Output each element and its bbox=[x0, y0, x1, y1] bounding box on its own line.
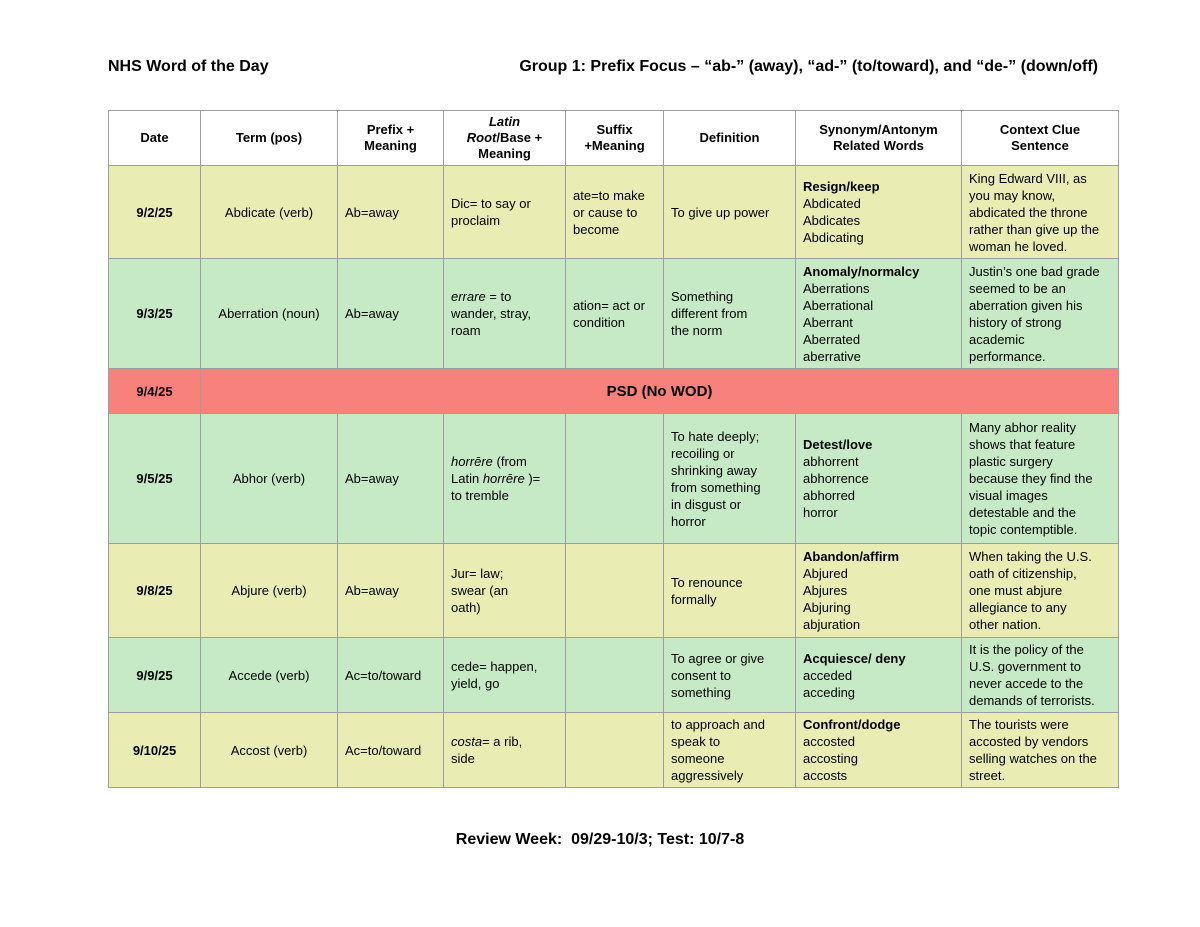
term-cell: Accost (verb) bbox=[200, 712, 338, 788]
definition-cell: Something different from the norm bbox=[663, 258, 796, 369]
date-cell: 9/9/25 bbox=[108, 637, 201, 713]
group-title: Group 1: Prefix Focus – “ab-” (away), “a… bbox=[519, 58, 1098, 75]
suffix-cell bbox=[565, 712, 664, 788]
term-cell: Abdicate (verb) bbox=[200, 165, 338, 259]
date-cell: 9/10/25 bbox=[108, 712, 201, 788]
synonyms-cell: Confront/dodge accosted accosting accost… bbox=[795, 712, 962, 788]
prefix-cell: Ab=away bbox=[337, 165, 444, 259]
definition-cell: To renounce formally bbox=[663, 543, 796, 638]
context-cell: Justin’s one bad grade seemed to be an a… bbox=[961, 258, 1119, 369]
table-row: 9/2/25 Abdicate (verb) Ab=away Dic= to s… bbox=[108, 165, 1119, 259]
synonyms-cell: Detest/love abhorrent abhorrence abhorre… bbox=[795, 413, 962, 544]
suffix-cell bbox=[565, 637, 664, 713]
context-cell: Many abhor reality shows that feature pl… bbox=[961, 413, 1119, 544]
suffix-cell: ate=to make or cause to become bbox=[565, 165, 664, 259]
table-row: 9/5/25 Abhor (verb) Ab=away horrēre (fro… bbox=[108, 413, 1119, 544]
definition-cell: To agree or give consent to something bbox=[663, 637, 796, 713]
synonyms-cell: Acquiesce/ deny acceded acceding bbox=[795, 637, 962, 713]
prefix-cell: Ab=away bbox=[337, 543, 444, 638]
date-cell: 9/4/25 bbox=[108, 368, 201, 414]
suffix-cell: ation= act or condition bbox=[565, 258, 664, 369]
prefix-cell: Ac=to/toward bbox=[337, 637, 444, 713]
latin-root-cell: cede= happen, yield, go bbox=[443, 637, 566, 713]
definition-cell: To hate deeply; recoiling or shrinking a… bbox=[663, 413, 796, 544]
table-row: 9/3/25 Aberration (noun) Ab=away errare … bbox=[108, 258, 1119, 369]
term-cell: Accede (verb) bbox=[200, 637, 338, 713]
context-cell: King Edward VIII, as you may know, abdic… bbox=[961, 165, 1119, 259]
synonyms-cell: Anomaly/normalcy Aberrations Aberrationa… bbox=[795, 258, 962, 369]
term-cell: Abhor (verb) bbox=[200, 413, 338, 544]
term-cell: Aberration (noun) bbox=[200, 258, 338, 369]
latin-root-cell: errare = to wander, stray, roam bbox=[443, 258, 566, 369]
header-cell-latin-root: Latin Root/Base + Meaning bbox=[443, 110, 566, 166]
header-row: Date Term (pos) Prefix + Meaning Latin R… bbox=[108, 110, 1119, 166]
definition-cell: to approach and speak to someone aggress… bbox=[663, 712, 796, 788]
prefix-cell: Ac=to/toward bbox=[337, 712, 444, 788]
page-title: NHS Word of the Day bbox=[108, 58, 269, 75]
suffix-cell bbox=[565, 543, 664, 638]
prefix-cell: Ab=away bbox=[337, 258, 444, 369]
no-wod-notice-cell: PSD (No WOD) bbox=[200, 368, 1119, 414]
term-cell: Abjure (verb) bbox=[200, 543, 338, 638]
latin-root-cell: costa= a rib, side bbox=[443, 712, 566, 788]
date-cell: 9/2/25 bbox=[108, 165, 201, 259]
table-row: 9/9/25 Accede (verb) Ac=to/toward cede= … bbox=[108, 637, 1119, 713]
context-cell: When taking the U.S. oath of citizenship… bbox=[961, 543, 1119, 638]
header-cell-prefix: Prefix + Meaning bbox=[337, 110, 444, 166]
date-cell: 9/8/25 bbox=[108, 543, 201, 638]
header-cell-definition: Definition bbox=[663, 110, 796, 166]
header-cell-context: Context Clue Sentence bbox=[961, 110, 1119, 166]
header-cell-date: Date bbox=[108, 110, 201, 166]
latin-root-cell: Jur= law; swear (an oath) bbox=[443, 543, 566, 638]
table-row-no-wod: 9/4/25 PSD (No WOD) bbox=[108, 368, 1119, 414]
header-cell-term: Term (pos) bbox=[200, 110, 338, 166]
synonyms-cell: Abandon/affirm Abjured Abjures Abjuring … bbox=[795, 543, 962, 638]
synonyms-cell: Resign/keep Abdicated Abdicates Abdicati… bbox=[795, 165, 962, 259]
table-row: 9/8/25 Abjure (verb) Ab=away Jur= law; s… bbox=[108, 543, 1119, 638]
context-cell: The tourists were accosted by vendors se… bbox=[961, 712, 1119, 788]
date-cell: 9/3/25 bbox=[108, 258, 201, 369]
latin-root-cell: horrēre (from Latin horrēre )= to trembl… bbox=[443, 413, 566, 544]
definition-cell: To give up power bbox=[663, 165, 796, 259]
context-cell: It is the policy of the U.S. government … bbox=[961, 637, 1119, 713]
date-cell: 9/5/25 bbox=[108, 413, 201, 544]
suffix-cell bbox=[565, 413, 664, 544]
header-cell-suffix: Suffix +Meaning bbox=[565, 110, 664, 166]
word-of-the-day-table: Date Term (pos) Prefix + Meaning Latin R… bbox=[108, 110, 1119, 788]
page-header: NHS Word of the Day Group 1: Prefix Focu… bbox=[108, 57, 1118, 76]
header-cell-synonyms: Synonym/Antonym Related Words bbox=[795, 110, 962, 166]
review-week-note: Review Week: 09/29-10/3; Test: 10/7-8 bbox=[455, 831, 745, 848]
prefix-cell: Ab=away bbox=[337, 413, 444, 544]
latin-root-cell: Dic= to say or proclaim bbox=[443, 165, 566, 259]
table-row: 9/10/25 Accost (verb) Ac=to/toward costa… bbox=[108, 712, 1119, 788]
